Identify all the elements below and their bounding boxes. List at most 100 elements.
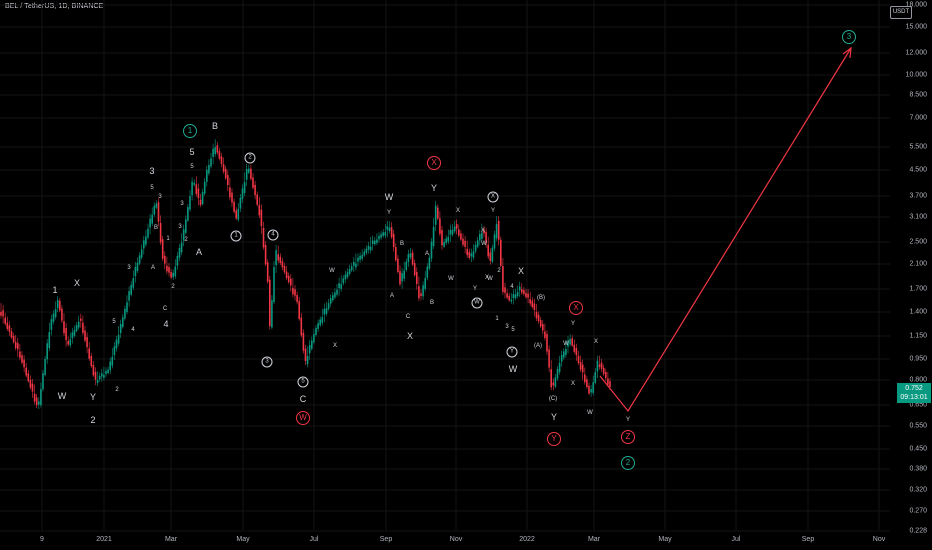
- wave-label: Y: [506, 346, 518, 358]
- candle-body: [418, 286, 420, 299]
- candle-body: [69, 339, 72, 346]
- wave-label: X: [569, 301, 583, 315]
- wave-label: 2: [244, 152, 256, 164]
- candle-body: [239, 197, 242, 209]
- candle-body: [476, 240, 479, 247]
- price-tick: 2.100: [909, 260, 927, 268]
- candle-body: [25, 367, 27, 376]
- time-tick: Sep: [801, 536, 815, 543]
- candle-body: [577, 355, 580, 364]
- wave-label: W: [329, 268, 335, 274]
- wave-label: X: [593, 339, 599, 345]
- candle-body: [369, 246, 372, 251]
- candle-body: [483, 229, 485, 234]
- candle-body: [138, 255, 141, 264]
- candle-body: [428, 257, 431, 269]
- candle-body: [474, 244, 477, 252]
- projection-arrowhead: [842, 46, 852, 59]
- candle-body: [523, 290, 525, 295]
- price-tick: 0.950: [909, 355, 927, 363]
- candle-body: [132, 278, 135, 288]
- candle-body: [458, 229, 460, 236]
- candle-body: [598, 364, 601, 367]
- candle-body: [560, 354, 563, 362]
- candle-body: [300, 317, 303, 336]
- wave-label: (B): [537, 295, 545, 301]
- price-tick: 1.400: [909, 308, 927, 316]
- candle-body: [321, 317, 324, 323]
- candle-body: [411, 252, 414, 265]
- candle-body: [134, 266, 137, 277]
- candle-body: [590, 389, 592, 393]
- candle-body: [258, 205, 261, 216]
- candle-body: [187, 207, 189, 221]
- candle-body: [407, 253, 410, 263]
- price-tick: 18.000: [905, 1, 927, 9]
- candle-body: [588, 385, 590, 394]
- candle-body: [348, 269, 351, 274]
- candle-body: [374, 240, 376, 245]
- candle-body: [403, 270, 405, 279]
- candle-body: [359, 255, 361, 260]
- candle-body: [525, 293, 527, 298]
- candle-body: [594, 372, 597, 383]
- candle-body: [298, 301, 300, 319]
- candle-body: [77, 321, 80, 328]
- candle-body: [23, 359, 25, 368]
- wave-label: W: [471, 297, 483, 309]
- candle-body: [174, 266, 177, 277]
- price-chart[interactable]: [0, 0, 890, 550]
- wave-label: X: [427, 156, 441, 170]
- candle-body: [92, 365, 95, 376]
- price-tick: 4.500: [909, 166, 927, 174]
- candle-body: [248, 168, 250, 173]
- candle-body: [193, 182, 195, 185]
- time-tick: Nov: [872, 536, 886, 543]
- candle-body: [252, 177, 254, 188]
- candle-body: [537, 314, 540, 322]
- chart-title: BEL / TetherUS, 1D, BINANCE: [5, 3, 104, 10]
- wave-label: Y: [570, 321, 576, 327]
- candle-body: [563, 351, 565, 358]
- wave-label: 5: [190, 164, 194, 170]
- candle-body: [424, 277, 426, 289]
- candle-body: [206, 169, 208, 182]
- wave-label: 4: [510, 284, 514, 290]
- candle-body: [363, 251, 366, 256]
- candle-body: [390, 227, 393, 238]
- candle-body: [434, 205, 437, 225]
- candle-body: [334, 292, 336, 298]
- candle-body: [149, 218, 151, 228]
- candle-body: [607, 378, 609, 385]
- candle-body: [426, 266, 429, 278]
- wave-label: Y: [547, 432, 561, 446]
- wave-label: 4: [163, 319, 169, 329]
- candle-body: [546, 334, 548, 352]
- candle-body: [86, 336, 88, 348]
- time-tick: Jul: [731, 536, 741, 543]
- candle-body: [44, 358, 46, 375]
- candle-body: [264, 244, 267, 265]
- candle-body: [556, 369, 559, 379]
- wave-label: A: [389, 293, 395, 299]
- candle-body: [153, 205, 156, 215]
- wave-label: 1: [183, 124, 197, 138]
- price-tick: 0.550: [909, 422, 927, 430]
- candle-body: [4, 317, 6, 324]
- candle-body: [250, 168, 252, 179]
- candle-body: [386, 226, 389, 230]
- wave-label: 5: [511, 327, 515, 333]
- candle-body: [533, 303, 536, 310]
- currency-badge[interactable]: USDT: [890, 6, 912, 19]
- candle-body: [143, 240, 145, 249]
- time-tick: 2022: [519, 536, 535, 543]
- candle-body: [52, 313, 55, 322]
- wave-label: 1: [230, 230, 242, 242]
- wave-label: 1: [52, 285, 58, 295]
- candle-body: [470, 253, 473, 257]
- wave-label: W: [481, 241, 487, 247]
- candle-body: [287, 275, 290, 283]
- wave-label: 2: [115, 387, 119, 393]
- price-axis[interactable]: 18.000 15.000 12.000 10.000 8.500 7.000 5.500 4…: [890, 0, 932, 550]
- candle-body: [98, 375, 101, 380]
